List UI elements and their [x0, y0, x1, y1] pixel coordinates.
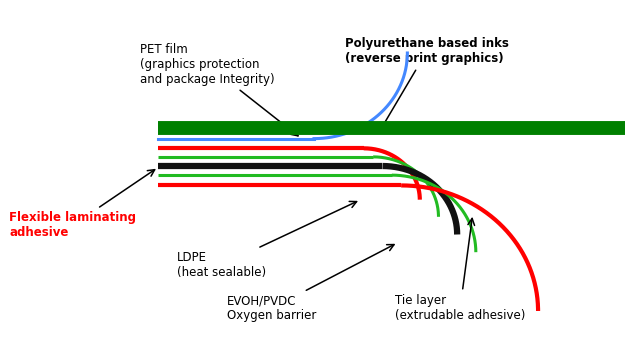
Text: Tie layer
(extrudable adhesive): Tie layer (extrudable adhesive) — [395, 219, 525, 322]
Text: Flexible laminating
adhesive: Flexible laminating adhesive — [9, 170, 154, 239]
Text: EVOH/PVDC
Oxygen barrier: EVOH/PVDC Oxygen barrier — [227, 245, 394, 322]
Text: Polyurethane based inks
(reverse print graphics): Polyurethane based inks (reverse print g… — [345, 37, 509, 133]
Text: PET film
(graphics protection
and package Integrity): PET film (graphics protection and packag… — [139, 43, 298, 136]
Text: LDPE
(heat sealable): LDPE (heat sealable) — [177, 201, 357, 279]
